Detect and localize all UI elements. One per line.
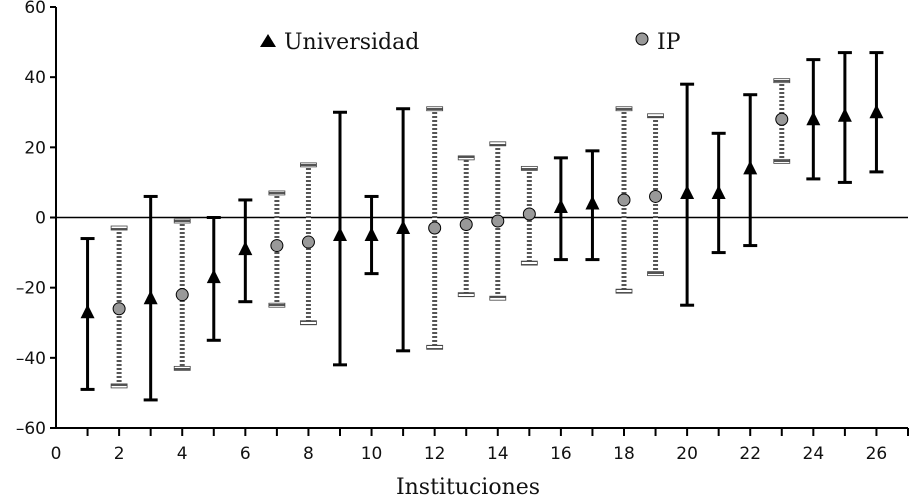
y-tick-label: –60 bbox=[16, 419, 46, 439]
point-universidad bbox=[869, 104, 884, 119]
point-universidad bbox=[364, 227, 379, 242]
x-tick-label: 20 bbox=[676, 444, 698, 464]
error-cap-ip bbox=[268, 190, 286, 196]
point-ip bbox=[301, 235, 315, 249]
x-tick-label: 16 bbox=[550, 444, 572, 464]
x-tick-label: 8 bbox=[303, 444, 314, 464]
point-universidad bbox=[206, 269, 221, 284]
error-cap-ip bbox=[615, 106, 633, 112]
point-ip bbox=[175, 288, 189, 302]
error-cap-ip bbox=[773, 78, 791, 84]
legend-label-universidad: Universidad bbox=[284, 30, 419, 55]
x-tick-label: 22 bbox=[739, 444, 761, 464]
error-cap-ip bbox=[520, 260, 538, 266]
error-cap-ip bbox=[300, 320, 317, 326]
y-tick-label: 20 bbox=[24, 138, 46, 158]
y-tick-label: –40 bbox=[16, 349, 46, 369]
error-bars bbox=[80, 51, 884, 402]
y-tick-label: –20 bbox=[16, 279, 46, 299]
point-ip bbox=[459, 218, 473, 232]
point-ip bbox=[617, 193, 631, 207]
x-tick-label: 10 bbox=[361, 444, 383, 464]
point-ip bbox=[270, 239, 284, 253]
point-universidad bbox=[711, 184, 726, 199]
legend: Universidad IP bbox=[260, 30, 681, 55]
x-tick-label: 2 bbox=[114, 444, 125, 464]
point-ip bbox=[112, 302, 126, 316]
x-tick-label: 24 bbox=[803, 444, 825, 464]
error-cap-ip bbox=[489, 141, 507, 147]
x-axis-title: Instituciones bbox=[396, 475, 540, 497]
error-cap-ip bbox=[647, 271, 664, 277]
error-cap-ip bbox=[520, 165, 538, 171]
x-tick-label: 12 bbox=[424, 444, 446, 464]
error-cap-ip bbox=[110, 225, 128, 231]
x-tick-label: 4 bbox=[177, 444, 188, 464]
error-cap-ip bbox=[615, 288, 633, 294]
error-cap-ip bbox=[773, 158, 791, 164]
error-cap-ip bbox=[457, 292, 475, 298]
legend-circle-icon bbox=[635, 32, 649, 46]
y-tick-label: 0 bbox=[35, 209, 46, 229]
point-ip bbox=[775, 112, 789, 126]
legend-triangle-icon bbox=[260, 34, 276, 47]
x-tick-label: 0 bbox=[51, 444, 62, 464]
point-universidad bbox=[806, 111, 821, 126]
point-ip bbox=[522, 207, 536, 221]
point-universidad bbox=[837, 107, 852, 122]
point-universidad bbox=[553, 198, 568, 213]
error-cap-ip bbox=[173, 218, 191, 224]
point-universidad bbox=[585, 195, 600, 210]
x-tick-label: 14 bbox=[487, 444, 509, 464]
point-universidad bbox=[680, 184, 695, 199]
x-tick-label: 6 bbox=[240, 444, 251, 464]
x-tick-label: 18 bbox=[613, 444, 635, 464]
point-universidad bbox=[396, 220, 411, 235]
error-cap-ip bbox=[426, 344, 444, 350]
point-universidad bbox=[743, 160, 758, 175]
error-cap-ip bbox=[110, 383, 128, 389]
x-tick-label: 26 bbox=[866, 444, 888, 464]
y-tick-label: 60 bbox=[24, 0, 46, 18]
error-cap-ip bbox=[489, 295, 507, 301]
error-cap-ip bbox=[647, 113, 664, 119]
point-ip bbox=[649, 189, 663, 203]
error-cap-ip bbox=[268, 302, 286, 308]
point-universidad bbox=[143, 290, 158, 305]
error-cap-ip bbox=[426, 106, 444, 112]
point-universidad bbox=[80, 304, 95, 319]
point-ip bbox=[491, 214, 505, 228]
error-cap-ip bbox=[457, 155, 475, 161]
error-cap-ip bbox=[300, 162, 317, 168]
y-tick-label: 40 bbox=[24, 68, 46, 88]
point-universidad bbox=[238, 241, 253, 256]
data-points bbox=[80, 104, 884, 319]
legend-label-ip: IP bbox=[657, 30, 681, 55]
point-universidad bbox=[333, 227, 347, 242]
point-ip bbox=[428, 221, 442, 235]
error-cap-ip bbox=[173, 365, 191, 371]
